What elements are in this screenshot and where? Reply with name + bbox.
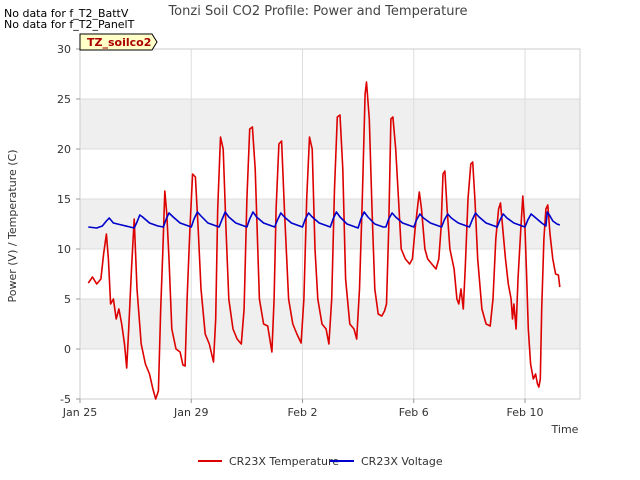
chart-title: Tonzi Soil CO2 Profile: Power and Temper… xyxy=(167,4,467,19)
legend: CR23X Temperature CR23X Voltage xyxy=(198,455,443,468)
x-tick-label: Feb 6 xyxy=(399,406,429,419)
x-ticks: Jan 25 Jan 29 Feb 2 Feb 6 Feb 10 xyxy=(62,399,544,419)
x-tick-label: Feb 2 xyxy=(288,406,318,419)
y-tick-label: 0 xyxy=(64,343,71,356)
note-battv: No data for f_T2_BattV xyxy=(4,7,129,20)
badge-box xyxy=(79,33,158,51)
y-tick-label: 30 xyxy=(57,43,71,56)
plot-band xyxy=(80,99,580,149)
badge: TZ_soilco2 xyxy=(79,33,158,51)
note-panelt: No data for f_T2_PanelT xyxy=(4,18,135,31)
series-line-voltage xyxy=(88,211,561,229)
plot-frame xyxy=(79,48,581,400)
x-tick-label: Feb 10 xyxy=(507,406,544,419)
y-tick-label: 10 xyxy=(57,243,71,256)
x-axis-label: Time xyxy=(551,423,579,436)
y-axis-label: Power (V) / Temperature (C) xyxy=(6,149,19,302)
x-tick-label: Jan 29 xyxy=(173,406,208,419)
y-tick-label: -5 xyxy=(60,393,71,406)
y-tick-label: 25 xyxy=(57,93,71,106)
badge-label: TZ_soilco2 xyxy=(87,36,151,49)
y-tick-label: 15 xyxy=(57,193,71,206)
y-ticks: -5 0 5 10 15 20 25 30 xyxy=(57,43,80,406)
legend-label-temperature: CR23X Temperature xyxy=(229,455,339,468)
plot-band xyxy=(80,199,580,249)
series-layer xyxy=(87,81,561,400)
legend-label-voltage: CR23X Voltage xyxy=(361,455,443,468)
y-tick-label: 5 xyxy=(64,293,71,306)
plot-bands xyxy=(80,99,580,349)
x-tick-label: Jan 25 xyxy=(62,406,97,419)
series-line-temperature xyxy=(87,81,561,400)
y-tick-label: 20 xyxy=(57,143,71,156)
